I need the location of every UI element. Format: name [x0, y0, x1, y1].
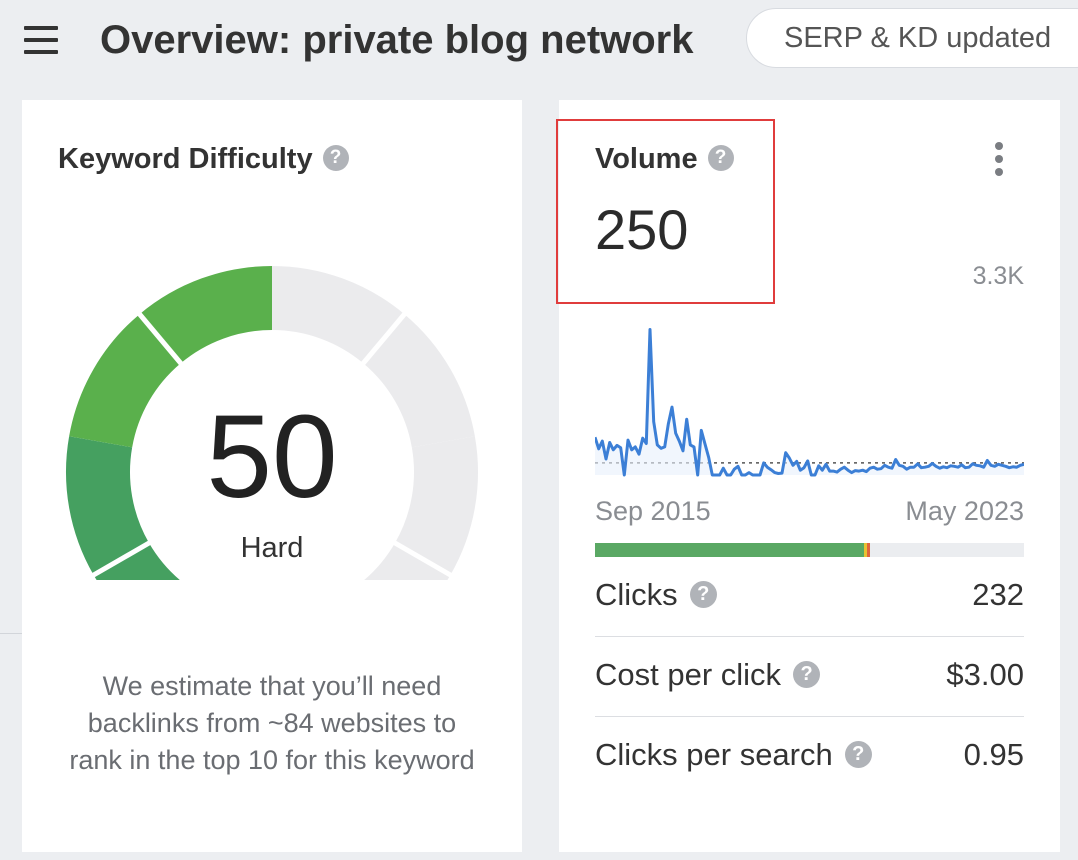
volume-series-line — [595, 328, 1024, 477]
metric-value-clicks-per-search: 0.95 — [963, 737, 1024, 772]
gauge-segment — [139, 266, 272, 364]
question-circle-icon[interactable]: ? — [707, 145, 734, 172]
metric-label-clicks-per-search: Clicks per search? — [595, 737, 872, 773]
divider — [0, 633, 22, 634]
difficulty-level: Hard — [240, 532, 304, 564]
volume-highlight-box — [556, 119, 775, 304]
gauge-divider — [136, 311, 184, 367]
metric-value-clicks: 232 — [972, 577, 1024, 612]
page-title: Overview: private blog network — [100, 18, 694, 62]
question-circle-icon[interactable]: ? — [689, 581, 717, 609]
volume-card: Volume? 250 3.3K Sep 2015 May 2023 Click… — [559, 100, 1060, 852]
difficulty-gauge — [66, 266, 479, 580]
volume-trend-chart — [595, 328, 1024, 477]
gauge-divider — [391, 539, 454, 579]
gauge-segment — [93, 543, 180, 580]
paid-clicks-segment — [866, 543, 870, 557]
keyword-difficulty-title: Keyword Difficulty? — [58, 142, 349, 176]
difficulty-description: We estimate that you’ll need backlinks f… — [69, 671, 475, 775]
gauge-divider — [90, 539, 153, 579]
keyword-difficulty-label: Keyword Difficulty — [58, 143, 313, 175]
organic-clicks-segment — [595, 543, 865, 557]
keyword-difficulty-card: Keyword Difficulty? 50 Hard We estimate … — [22, 100, 522, 852]
volume-area — [595, 329, 1024, 475]
volume-title: Volume? — [595, 142, 734, 176]
question-circle-icon[interactable]: ? — [844, 741, 872, 769]
difficulty-score: 50 — [206, 391, 338, 523]
question-circle-icon[interactable]: ? — [793, 661, 821, 689]
chart-end-date: May 2023 — [905, 496, 1024, 526]
gauge-segment — [69, 314, 181, 448]
metric-label-clicks: Clicks? — [595, 577, 717, 613]
volume-label: Volume — [595, 143, 698, 175]
metric-label-cost-per-click: Cost per click? — [595, 657, 821, 693]
gauge-segment — [363, 314, 475, 448]
hamburger-menu-icon[interactable] — [24, 26, 58, 54]
clicks-distribution-bar — [595, 543, 1024, 557]
gauge-divider — [360, 311, 408, 367]
gauge-segment — [364, 543, 451, 580]
chart-max-label: 3.3K — [972, 262, 1024, 290]
volume-value: 250 — [595, 198, 689, 261]
paid-clicks-segment — [864, 543, 867, 557]
gauge-segment — [394, 436, 479, 575]
question-circle-icon[interactable]: ? — [322, 145, 349, 172]
metric-row-cost-per-click: Cost per click? $3.00 — [595, 637, 1024, 717]
chart-start-date: Sep 2015 — [595, 496, 711, 526]
gauge-segment — [66, 436, 150, 575]
more-vertical-icon[interactable] — [991, 142, 1007, 178]
metric-row-clicks: Clicks? 232 — [595, 557, 1024, 637]
metric-row-clicks-per-search: Clicks per search? 0.95 — [595, 717, 1024, 797]
serp-kd-updated-badge[interactable]: SERP & KD updated — [746, 8, 1078, 68]
metric-value-cost-per-click: $3.00 — [946, 657, 1024, 692]
gauge-segment — [272, 266, 405, 364]
